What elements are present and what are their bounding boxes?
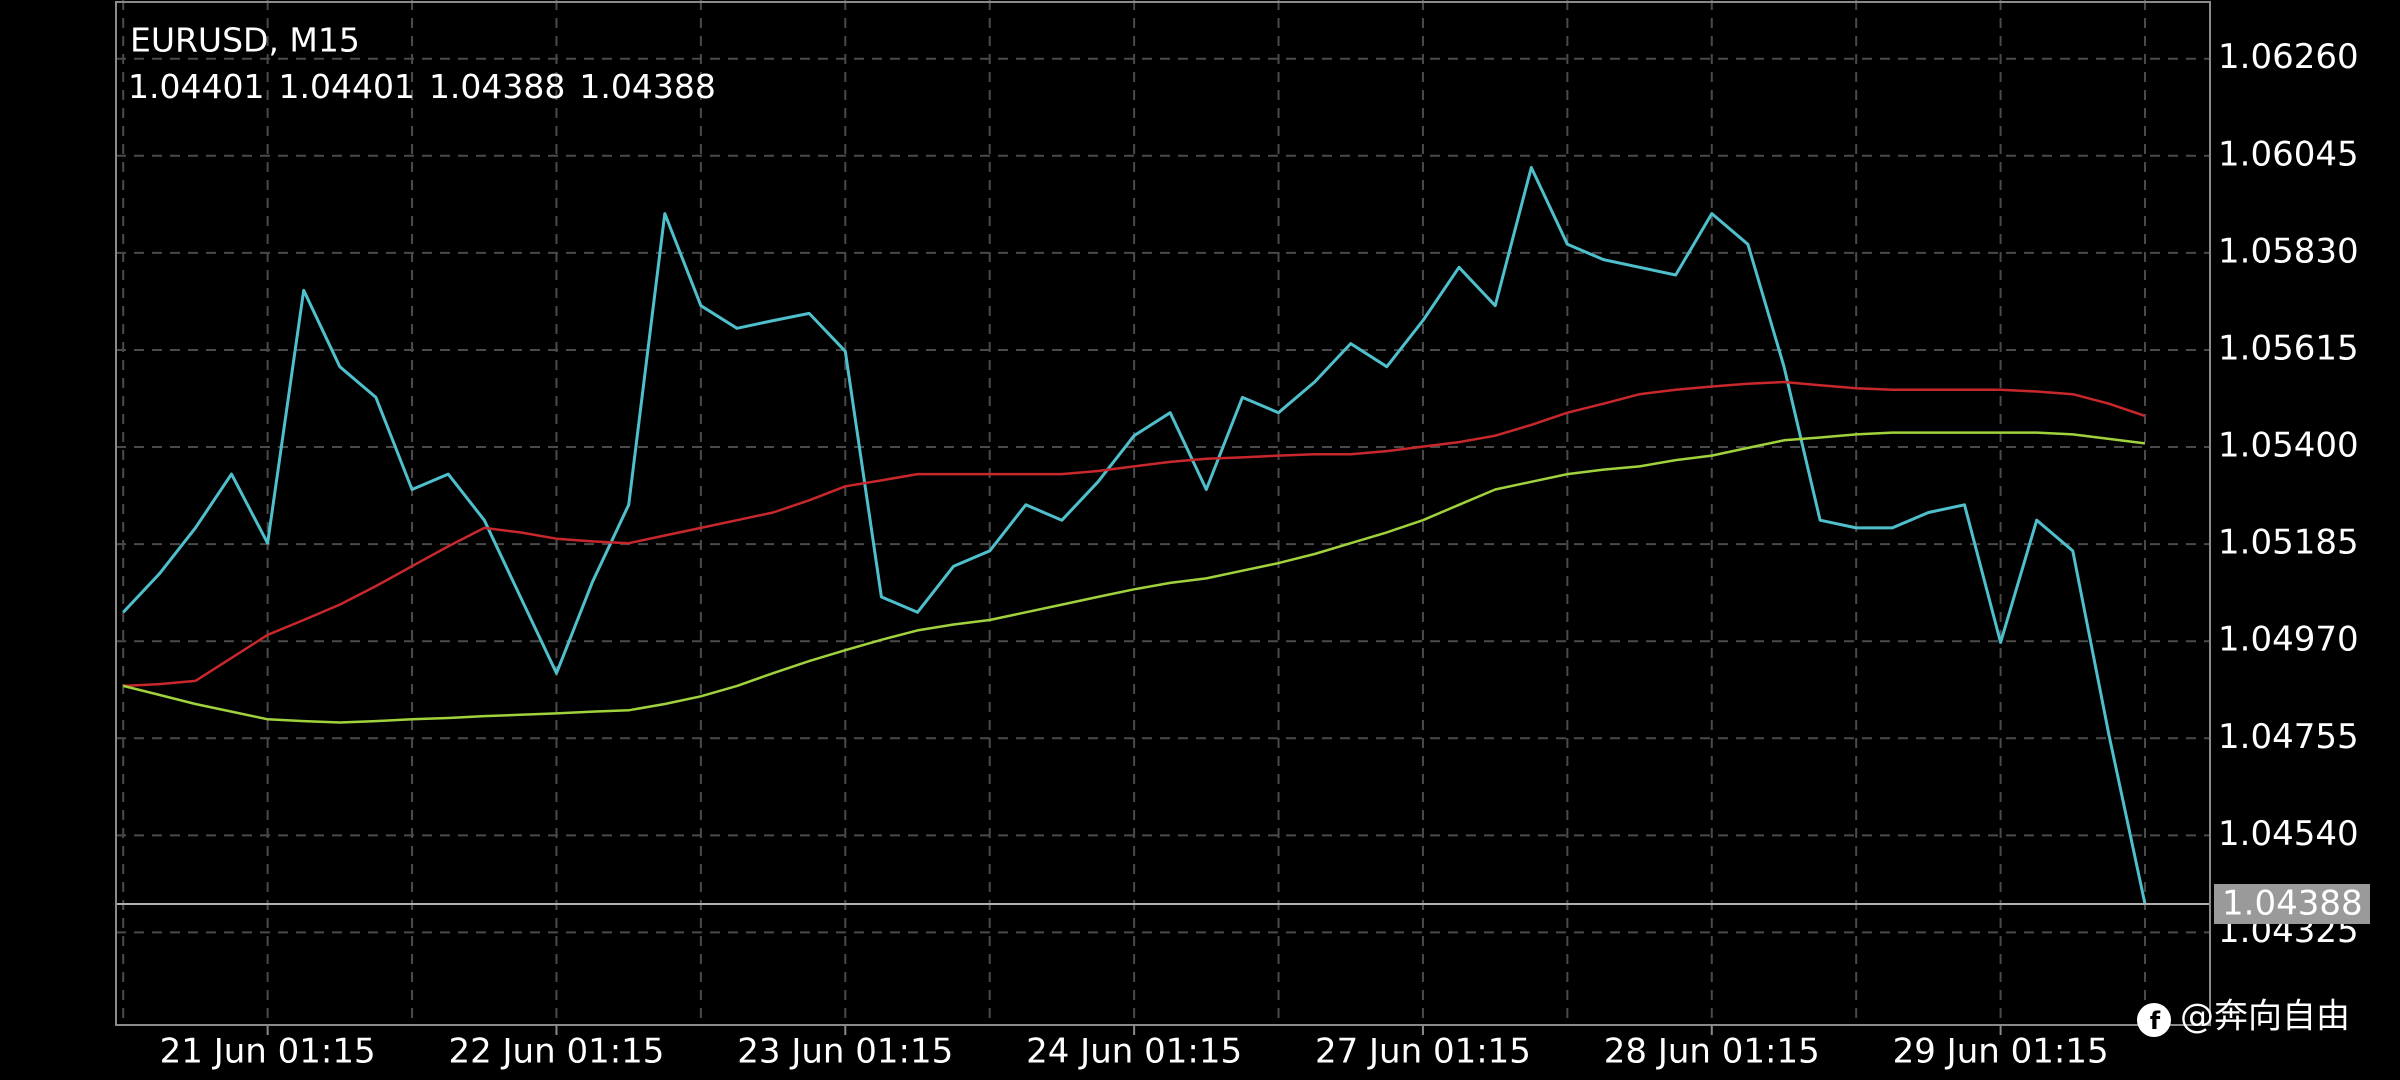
- watermark-icon-glyph: f: [2150, 1007, 2161, 1035]
- axes: 1.06260 1.06045 1.05830 1.05615 1.05400 1.051…: [160, 37, 2370, 1072]
- y-tick-label: 1.05830: [2218, 231, 2359, 271]
- y-tick-label: 1.05615: [2218, 328, 2359, 368]
- ohlc-values: 1.04401 1.04401 1.04388 1.04388: [128, 67, 716, 106]
- y-tick-label: 1.04540: [2218, 814, 2359, 854]
- series-line: [122, 166, 2147, 905]
- y-tick-label: 1.06260: [2218, 37, 2359, 77]
- watermark: f @奔向自由: [2137, 997, 2350, 1037]
- y-tick-label: 1.06045: [2218, 134, 2359, 174]
- ohlc-value: 1.04401: [278, 67, 414, 106]
- y-tick-label: 1.05400: [2218, 426, 2359, 466]
- plot: [116, 166, 2210, 905]
- y-tick-label: 1.04970: [2218, 620, 2359, 660]
- ohlc-value: 1.04401: [128, 67, 264, 106]
- ohlc-value: 1.04388: [429, 67, 565, 106]
- x-tick-label: 23 Jun 01:15: [737, 1032, 953, 1072]
- watermark-icon: [2137, 1003, 2171, 1037]
- last-price-box: [2214, 883, 2370, 924]
- watermark-text: @奔向自由: [2180, 997, 2350, 1037]
- y-tick-label: 1.05185: [2218, 523, 2359, 563]
- grid: [116, 0, 2210, 1025]
- x-tick-label: 28 Jun 01:15: [1604, 1032, 1820, 1072]
- plot-frame: [115, 1, 2211, 1026]
- x-tick-label: 27 Jun 01:15: [1315, 1032, 1531, 1072]
- x-tick-label: 21 Jun 01:15: [160, 1032, 376, 1072]
- x-tick-label: 24 Jun 01:15: [1026, 1032, 1242, 1072]
- x-tick-label: 22 Jun 01:15: [448, 1032, 664, 1072]
- series-line: [123, 380, 2146, 688]
- last-price-label: 1.04388: [2222, 883, 2363, 923]
- x-tick-label: 29 Jun 01:15: [1893, 1032, 2109, 1072]
- ohlc-value: 1.04388: [579, 67, 715, 106]
- series-line: [122, 431, 2146, 724]
- y-tick-label: 1.04755: [2218, 717, 2359, 757]
- chart-title: EURUSD, M15: [130, 21, 360, 60]
